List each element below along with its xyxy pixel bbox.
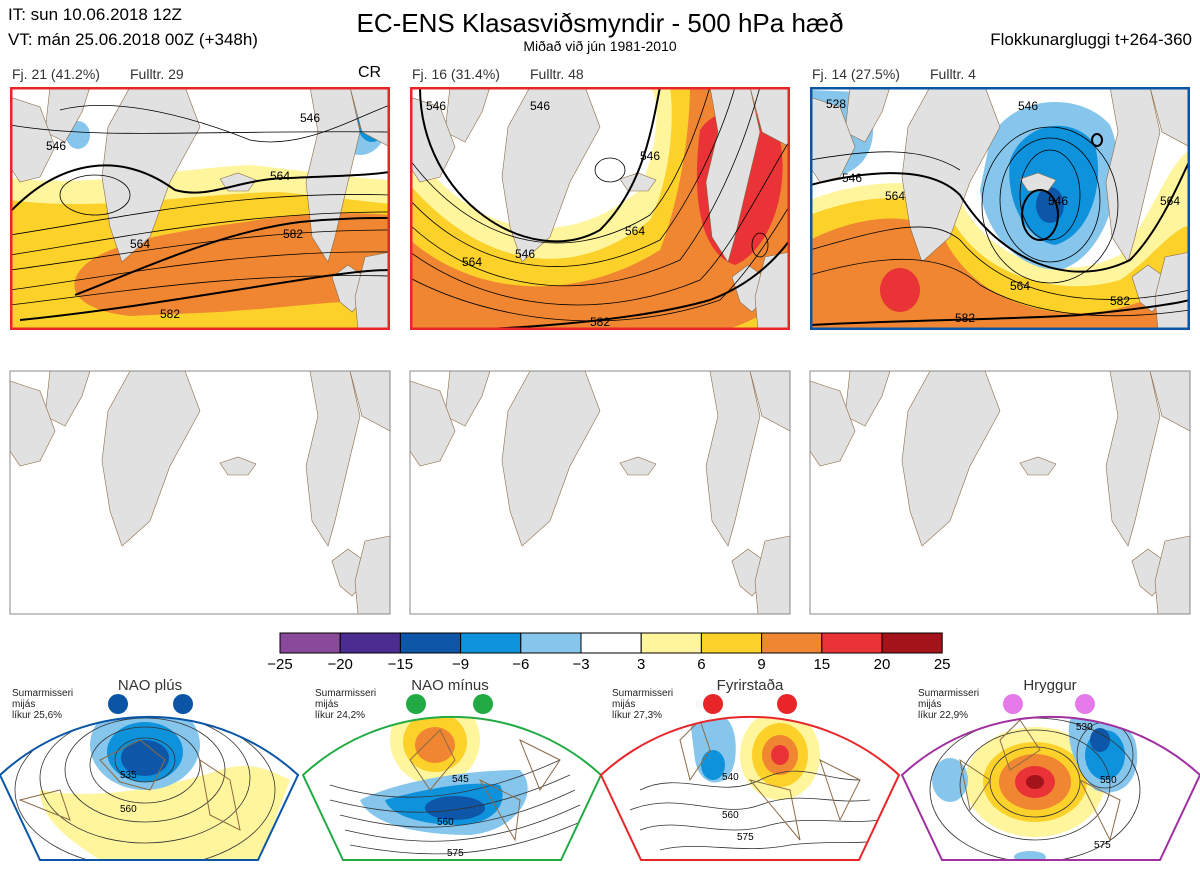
panel1-contour-label: 564 xyxy=(130,237,150,251)
panel2-contour-label: 546 xyxy=(640,149,660,163)
colorbar-tick-label: −9 xyxy=(452,656,470,673)
regime-season: Sumarmisseri xyxy=(12,688,74,699)
colorbar-tick-label: 9 xyxy=(757,656,766,673)
panel2-representative: Fulltr. 48 xyxy=(530,66,584,82)
empty-map-1 xyxy=(9,370,391,615)
regime-name-nao-plus: NAO plús xyxy=(117,677,183,694)
colorbar-tick-label: 15 xyxy=(813,656,831,673)
svg-text:560: 560 xyxy=(120,804,137,815)
panel3-contour-label: 582 xyxy=(955,311,975,325)
regime-probability: líkur 27,3% xyxy=(612,710,663,721)
svg-text:575: 575 xyxy=(1094,840,1111,851)
panel3-contour-label: 546 xyxy=(842,171,862,185)
colorbar-tick-label: −15 xyxy=(387,656,414,673)
colorbar-swatch xyxy=(520,632,582,654)
panel3-contour-label: 564 xyxy=(885,189,905,203)
colorbar-swatch xyxy=(821,632,883,654)
panel3-cluster-label: Fj. 14 (27.5%) xyxy=(812,66,900,82)
regime-qualifier: mijás xyxy=(315,699,339,710)
panel3-map xyxy=(810,87,1190,330)
regime-probability: líkur 24,2% xyxy=(315,710,366,721)
regime-season: Sumarmisseri xyxy=(918,688,980,699)
panel1-map xyxy=(10,87,390,330)
colorbar-swatch xyxy=(640,632,702,654)
colorbar-swatch xyxy=(700,632,763,654)
panel2-cluster-label: Fj. 16 (31.4%) xyxy=(412,66,500,82)
colorbar-tick-label: 3 xyxy=(637,656,646,673)
colorbar-tick-label: 6 xyxy=(697,656,706,673)
svg-text:530: 530 xyxy=(1076,722,1093,733)
panel3-contour-label: 528 xyxy=(826,97,846,111)
regime-name-ridge: Hryggur xyxy=(1023,677,1077,694)
panel3-contour-label: 582 xyxy=(1110,294,1130,308)
svg-text:535: 535 xyxy=(120,770,137,781)
colorbar-swatch xyxy=(279,632,341,654)
colorbar-swatch xyxy=(881,632,943,654)
colorbar-swatch xyxy=(580,632,642,654)
regime-qualifier: mijás xyxy=(612,699,636,710)
panel1-cluster-label: Fj. 21 (41.2%) xyxy=(12,66,100,82)
colorbar-tick-label: 20 xyxy=(873,656,891,673)
colorbar-tick-label: −20 xyxy=(327,656,353,673)
colorbar-swatch xyxy=(339,632,401,654)
svg-text:560: 560 xyxy=(722,810,739,821)
panel2-contour-label: 546 xyxy=(515,247,535,261)
panel1-contour-label: 546 xyxy=(46,139,66,153)
page-title: EC-ENS Klasasviðsmyndir - 500 hPa hæð xyxy=(356,8,844,38)
regime-map-nao-plus: 535 560 xyxy=(0,694,300,861)
panel2-map xyxy=(410,87,790,330)
empty-map-2 xyxy=(409,370,791,615)
colorbar-tick-label: −25 xyxy=(267,656,293,673)
regime-qualifier: mijás xyxy=(12,699,36,710)
colorbar xyxy=(279,632,943,654)
colorbar-swatch xyxy=(460,632,522,654)
panel1-contour-label: 564 xyxy=(270,169,290,183)
panel3-contour-label: 546 xyxy=(1018,99,1038,113)
colorbar-tick-label: −3 xyxy=(572,656,590,673)
panel2-contour-label: 546 xyxy=(426,99,446,113)
svg-text:545: 545 xyxy=(452,774,469,785)
empty-map-row xyxy=(9,370,1191,615)
regime-probability: líkur 25,6% xyxy=(12,710,63,721)
svg-text:575: 575 xyxy=(737,832,754,843)
regime-season: Sumarmisseri xyxy=(315,688,377,699)
panel2-contour-label: 582 xyxy=(590,315,610,329)
colorbar-tick-label: 25 xyxy=(933,656,951,673)
regime-map-ridge: 530 550 575 xyxy=(900,694,1200,861)
contour-labels: 546 564 564 582 582 546 546 546 564 546 … xyxy=(46,97,1180,329)
regime-map-blocking: 540 560 575 xyxy=(599,694,901,861)
panel1-contour-label: 546 xyxy=(300,111,320,125)
empty-map-3 xyxy=(809,370,1191,615)
panel1-tag: CR xyxy=(358,64,382,81)
panel3-contour-label: 564 xyxy=(1160,194,1180,208)
initial-time: IT: sun 10.06.2018 12Z xyxy=(8,5,182,24)
panel1-contour-label: 582 xyxy=(283,227,303,241)
svg-text:550: 550 xyxy=(1100,775,1117,786)
panel1-contour-label: 582 xyxy=(160,307,180,321)
panel2-contour-label: 564 xyxy=(625,224,645,238)
panel3-contour-label: 546 xyxy=(1048,194,1068,208)
panel3-contour-label: 564 xyxy=(1010,279,1030,293)
regime-qualifier: mijás xyxy=(918,699,942,710)
svg-text:575: 575 xyxy=(447,848,464,859)
svg-text:540: 540 xyxy=(722,772,739,783)
colorbar-swatch xyxy=(761,632,823,654)
page-subtitle: Miðað við jún 1981-2010 xyxy=(523,38,677,54)
classification-window: Flokkunargluggi t+264-360 xyxy=(990,30,1192,49)
regime-name-nao-minus: NAO mínus xyxy=(411,677,489,694)
valid-time: VT: mán 25.06.2018 00Z (+348h) xyxy=(8,30,258,49)
panel3-representative: Fulltr. 4 xyxy=(930,66,976,82)
regime-season: Sumarmisseri xyxy=(612,688,674,699)
regime-name-blocking: Fyrirstaða xyxy=(716,677,784,694)
regime-map-nao-minus: 545 560 575 xyxy=(301,694,603,861)
panel2-contour-label: 564 xyxy=(462,255,482,269)
panel1-representative: Fulltr. 29 xyxy=(130,66,184,82)
svg-text:560: 560 xyxy=(437,817,454,828)
colorbar-swatch xyxy=(399,632,462,654)
regime-probability: líkur 22,9% xyxy=(918,710,969,721)
colorbar-tick-label: −6 xyxy=(512,656,530,673)
panel2-contour-label: 546 xyxy=(530,99,550,113)
